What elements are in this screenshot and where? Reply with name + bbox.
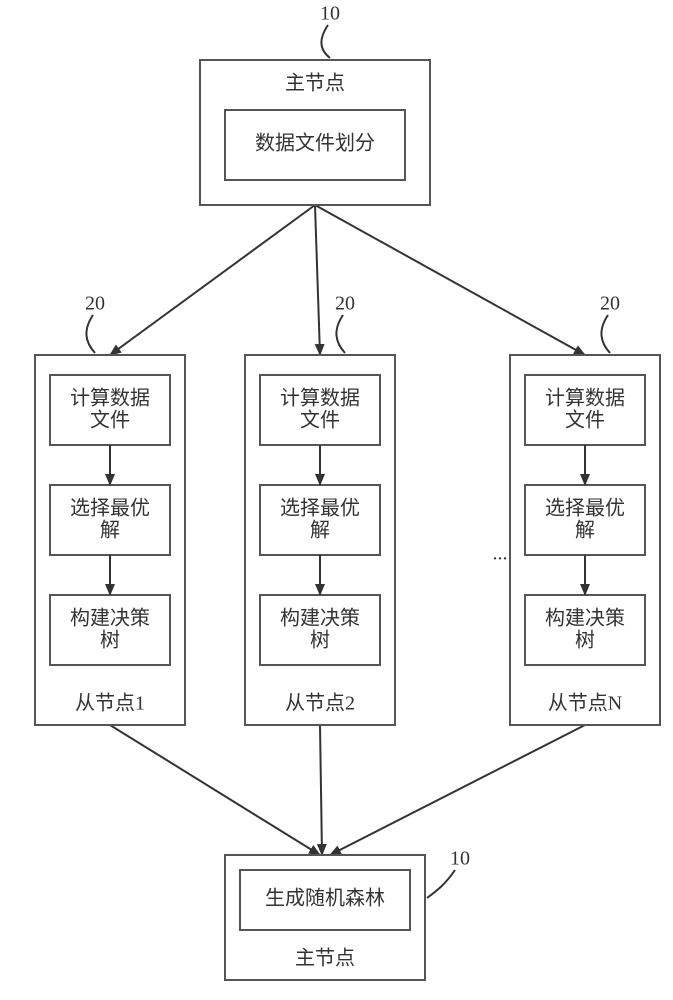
extras-group: ...	[493, 543, 508, 565]
edge-5	[330, 725, 585, 855]
node-master_top: 主节点数据文件划分	[200, 60, 430, 205]
inner-box-label: 数据文件划分	[255, 132, 375, 155]
inner-box-label-line: 计算数据	[280, 387, 360, 410]
inner-box-label-line: 解	[100, 519, 120, 542]
ellipsis: ...	[493, 543, 508, 565]
edge-0	[110, 205, 315, 355]
inner-box-label-line: 选择最优	[545, 497, 625, 520]
inner-box-label-line: 文件	[90, 409, 130, 432]
node-slaveN: 从节点N 计算数据文件选择最优解构建决策树	[510, 355, 660, 725]
node-title: 从节点2	[285, 692, 355, 715]
callout-label: 10	[450, 848, 470, 870]
inner-box-label-line: 文件	[565, 409, 605, 432]
nodes-group: 主节点数据文件划分从节点1计算数据文件选择最优解构建决策树从节点2计算数据文件选…	[35, 60, 660, 980]
callout-label: 20	[335, 293, 355, 315]
inner-box-label-line: 解	[575, 519, 595, 542]
callout-curve	[336, 315, 345, 353]
inner-box-label-line: 选择最优	[280, 497, 360, 520]
callout-label: 20	[600, 293, 620, 315]
inner-box-label-line: 计算数据	[545, 387, 625, 410]
inner-box-label-line: 文件	[300, 409, 340, 432]
inner-box-label-line: 树	[310, 629, 330, 652]
edge-4	[320, 725, 322, 855]
edge-2	[315, 205, 585, 355]
node-title: 主节点	[295, 947, 355, 970]
callout-curve	[427, 870, 455, 898]
edge-3	[110, 725, 320, 855]
node-master_bottom: 主节点生成随机森林	[225, 855, 425, 980]
inner-box-label-line: 构建决策	[545, 607, 625, 630]
inner-box-label: 生成随机森林	[265, 887, 385, 910]
inner-box-label-line: 构建决策	[280, 607, 360, 630]
callout-label: 20	[85, 293, 105, 315]
node-slave2: 从节点2 计算数据文件选择最优解构建决策树	[245, 355, 395, 725]
node-title: 从节点N	[548, 692, 622, 715]
inner-box-label-line: 构建决策	[70, 607, 150, 630]
inner-box-label-line: 树	[575, 629, 595, 652]
callout-label: 10	[320, 3, 340, 25]
flowchart-canvas: 主节点数据文件划分从节点1计算数据文件选择最优解构建决策树从节点2计算数据文件选…	[0, 0, 673, 1000]
inner-box-label-line: 选择最优	[70, 497, 150, 520]
inner-box-label-line: 树	[100, 629, 120, 652]
callout-curve	[321, 25, 330, 58]
edge-1	[315, 205, 320, 355]
node-slave1: 从节点1 计算数据文件选择最优解构建决策树	[35, 355, 185, 725]
callout-curve	[601, 315, 610, 353]
node-title: 从节点1	[75, 692, 145, 715]
callout-curve	[86, 315, 95, 353]
inner-box-label-line: 解	[310, 519, 330, 542]
inner-box-label-line: 计算数据	[70, 387, 150, 410]
node-title: 主节点	[285, 72, 345, 95]
